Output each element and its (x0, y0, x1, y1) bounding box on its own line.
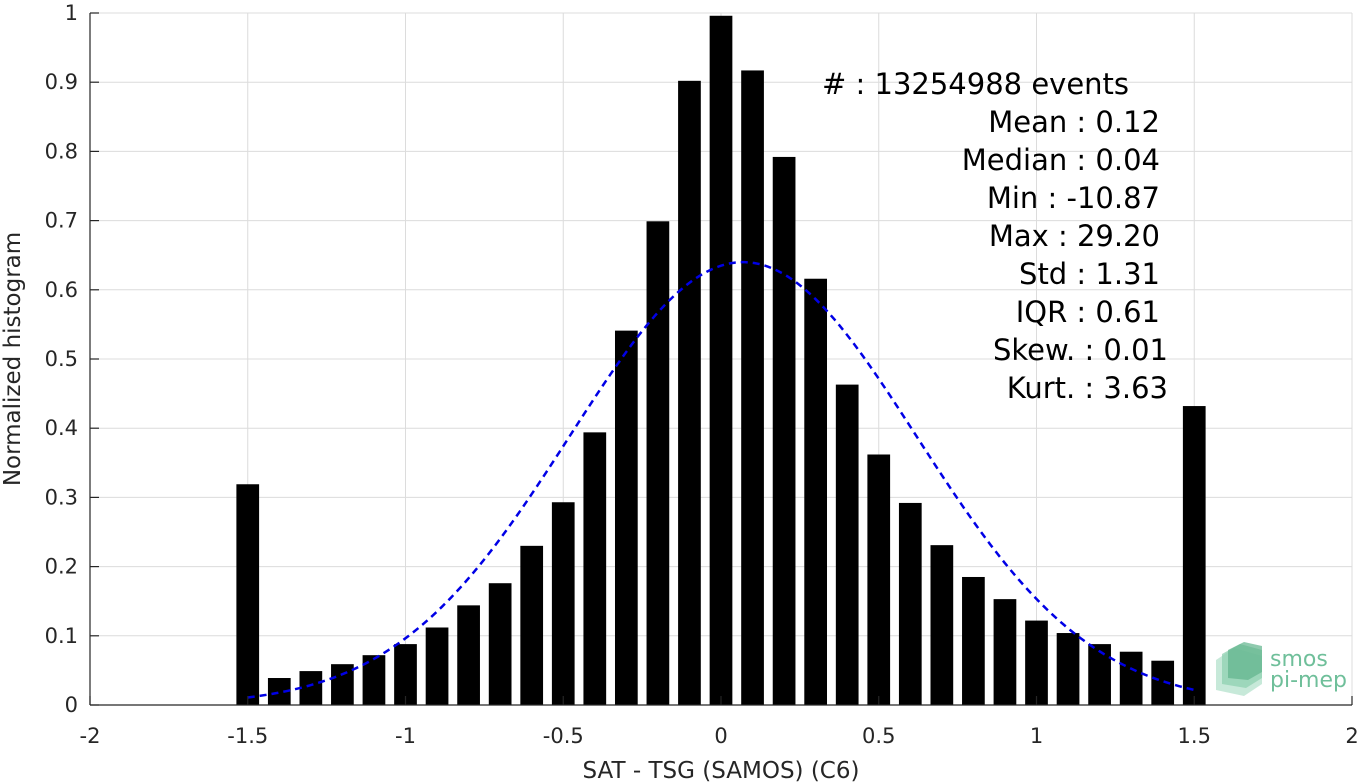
x-tick-label: 1 (1030, 724, 1043, 748)
logo-mark-icon (1216, 642, 1262, 696)
histogram-bar (1088, 644, 1111, 705)
histogram-bar (267, 678, 291, 705)
histogram-bar (741, 70, 764, 706)
stat-min: Min : -10.87 (987, 181, 1160, 215)
histogram-bar (646, 221, 670, 706)
y-tick-label: 1 (65, 1, 78, 25)
normal-fit-curve (247, 260, 1195, 699)
histogram-bar (614, 330, 638, 705)
y-axis-label: Normalized histogram (0, 232, 26, 486)
stat-kurt: Kurt. : 3.63 (1007, 371, 1168, 405)
histogram-bar (425, 627, 449, 705)
histogram-bar (299, 671, 323, 705)
x-tick-label: 0.5 (862, 724, 895, 748)
histogram-bar (962, 576, 985, 705)
histogram-bar (1025, 620, 1048, 705)
stat-max: Max : 29.20 (989, 219, 1160, 253)
smos-pi-mep-logo: smos pi-mep (1216, 642, 1347, 696)
x-tick-label: 0 (714, 724, 727, 748)
stat-skew: Skew. : 0.01 (993, 333, 1168, 367)
histogram-bar (331, 664, 354, 705)
y-tick-label: 0.6 (45, 278, 78, 302)
x-tick-label: -1 (395, 724, 416, 748)
y-tick-label: 0.2 (45, 555, 78, 579)
histogram-bar (898, 502, 922, 705)
stat-mean: Mean : 0.12 (988, 105, 1160, 139)
stat-median: Median : 0.04 (962, 143, 1160, 177)
histogram-bar (1151, 660, 1175, 705)
histogram-bar (236, 484, 260, 705)
x-tick-label: -0.5 (543, 724, 584, 748)
x-tick-label: -1.5 (227, 724, 268, 748)
x-tick-label: 2 (1345, 724, 1358, 748)
histogram-bar (488, 583, 512, 705)
histogram-bar (457, 605, 480, 705)
stat-events: # : 13254988 events (822, 67, 1129, 101)
y-tick-label: 0.1 (45, 624, 78, 648)
histogram-bar (709, 15, 733, 705)
histogram-bar (835, 384, 859, 705)
y-tick-label: 0 (65, 693, 78, 717)
histogram-bar (772, 156, 796, 705)
histogram-bar (1056, 633, 1080, 705)
logo-text-line2: pi-mep (1270, 668, 1347, 693)
histogram-bar (678, 80, 701, 706)
histogram-bar (362, 655, 386, 705)
y-tick-label: 0.8 (45, 139, 78, 163)
y-tick-label: 0.7 (45, 209, 78, 233)
y-tick-label: 0.4 (45, 416, 78, 440)
axes (89, 12, 1353, 706)
y-tick-label: 0.3 (45, 485, 78, 509)
histogram-bars (236, 15, 1206, 706)
x-tick-label: 1.5 (1178, 724, 1211, 748)
histogram-bar (583, 432, 607, 705)
logo-text-line1: smos (1270, 647, 1328, 672)
x-tick-labels: -2 -1.5 -1 -0.5 0 0.5 1 1.5 2 (80, 724, 1359, 748)
histogram-bar (867, 454, 891, 705)
x-tick-label: -2 (80, 724, 101, 748)
histogram-bar (551, 502, 575, 705)
histogram-bar (394, 644, 417, 705)
histogram-bar (520, 545, 544, 705)
statistics-annotation: # : 13254988 events Mean : 0.12 Median :… (822, 67, 1168, 405)
histogram-bar (930, 545, 954, 705)
histogram-bar (804, 278, 828, 705)
y-tick-label: 0.5 (45, 347, 78, 371)
histogram-bar (993, 599, 1017, 705)
stat-iqr: IQR : 0.61 (1016, 295, 1160, 329)
x-axis-label: SAT - TSG (SAMOS) (C6) (583, 758, 860, 784)
y-tick-label: 0.9 (45, 70, 78, 94)
histogram-bar (1119, 651, 1143, 705)
histogram-bar (1182, 406, 1206, 705)
y-tick-labels: 0 0.1 0.2 0.3 0.4 0.5 0.6 0.7 0.8 0.9 1 (45, 1, 78, 717)
stat-std: Std : 1.31 (1019, 257, 1160, 291)
